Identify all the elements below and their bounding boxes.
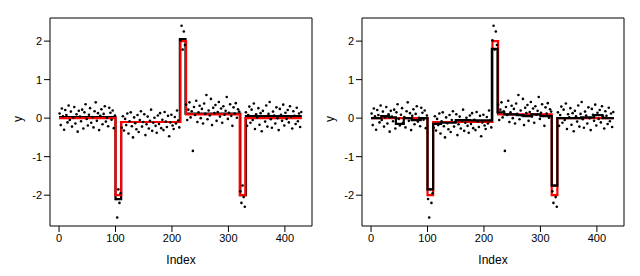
svg-text:400: 400 <box>276 232 294 244</box>
svg-text:100: 100 <box>418 232 436 244</box>
svg-text:400: 400 <box>588 232 606 244</box>
svg-text:0: 0 <box>56 232 62 244</box>
svg-text:100: 100 <box>106 232 124 244</box>
svg-text:0: 0 <box>348 112 354 124</box>
svg-text:2: 2 <box>348 35 354 47</box>
svg-text:-2: -2 <box>32 189 42 201</box>
svg-text:y: y <box>323 116 337 122</box>
svg-text:2: 2 <box>36 35 42 47</box>
svg-text:300: 300 <box>531 232 549 244</box>
svg-text:-2: -2 <box>344 189 354 201</box>
svg-text:0: 0 <box>36 112 42 124</box>
svg-text:0: 0 <box>368 232 374 244</box>
svg-text:Index: Index <box>166 253 195 267</box>
svg-text:Index: Index <box>478 253 507 267</box>
svg-text:1: 1 <box>348 74 354 86</box>
svg-text:300: 300 <box>219 232 237 244</box>
svg-text:-1: -1 <box>344 151 354 163</box>
svg-text:200: 200 <box>163 232 181 244</box>
svg-text:1: 1 <box>36 74 42 86</box>
svg-text:y: y <box>11 116 25 122</box>
svg-text:-1: -1 <box>32 151 42 163</box>
svg-text:200: 200 <box>475 232 493 244</box>
